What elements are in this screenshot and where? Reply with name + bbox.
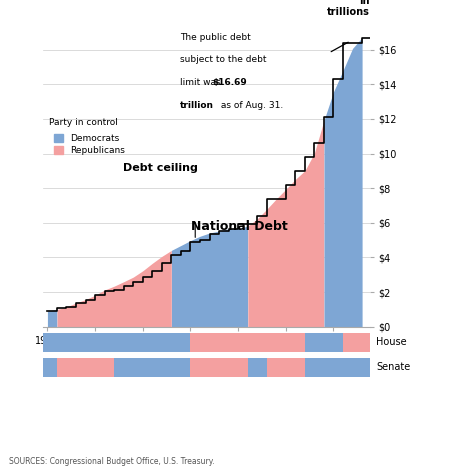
- Bar: [57, 357, 114, 377]
- Text: Debt ceiling: Debt ceiling: [123, 162, 198, 172]
- Text: $16.69: $16.69: [213, 78, 247, 87]
- Bar: [114, 357, 191, 377]
- Text: Senate: Senate: [376, 362, 410, 372]
- Bar: [191, 357, 248, 377]
- Text: Party in control: Party in control: [49, 118, 118, 127]
- Text: subject to the debt: subject to the debt: [180, 56, 266, 65]
- Bar: [305, 333, 343, 352]
- Text: House: House: [376, 337, 407, 347]
- Text: SOURCES: Congressional Budget Office, U.S. Treasury.: SOURCES: Congressional Budget Office, U.…: [9, 457, 215, 466]
- Text: as of Aug. 31.: as of Aug. 31.: [218, 101, 283, 110]
- Bar: [305, 357, 370, 377]
- Bar: [343, 333, 370, 352]
- Bar: [248, 357, 267, 377]
- Bar: [43, 333, 191, 352]
- Text: National Debt: National Debt: [191, 220, 287, 233]
- Bar: [191, 333, 305, 352]
- Bar: [43, 357, 57, 377]
- Legend: Democrats, Republicans: Democrats, Republicans: [54, 134, 125, 155]
- Text: In
trillions: In trillions: [327, 0, 370, 17]
- Text: limit was: limit was: [180, 78, 224, 87]
- Text: The public debt: The public debt: [180, 32, 251, 41]
- Text: trillion: trillion: [180, 101, 214, 110]
- Bar: [267, 357, 305, 377]
